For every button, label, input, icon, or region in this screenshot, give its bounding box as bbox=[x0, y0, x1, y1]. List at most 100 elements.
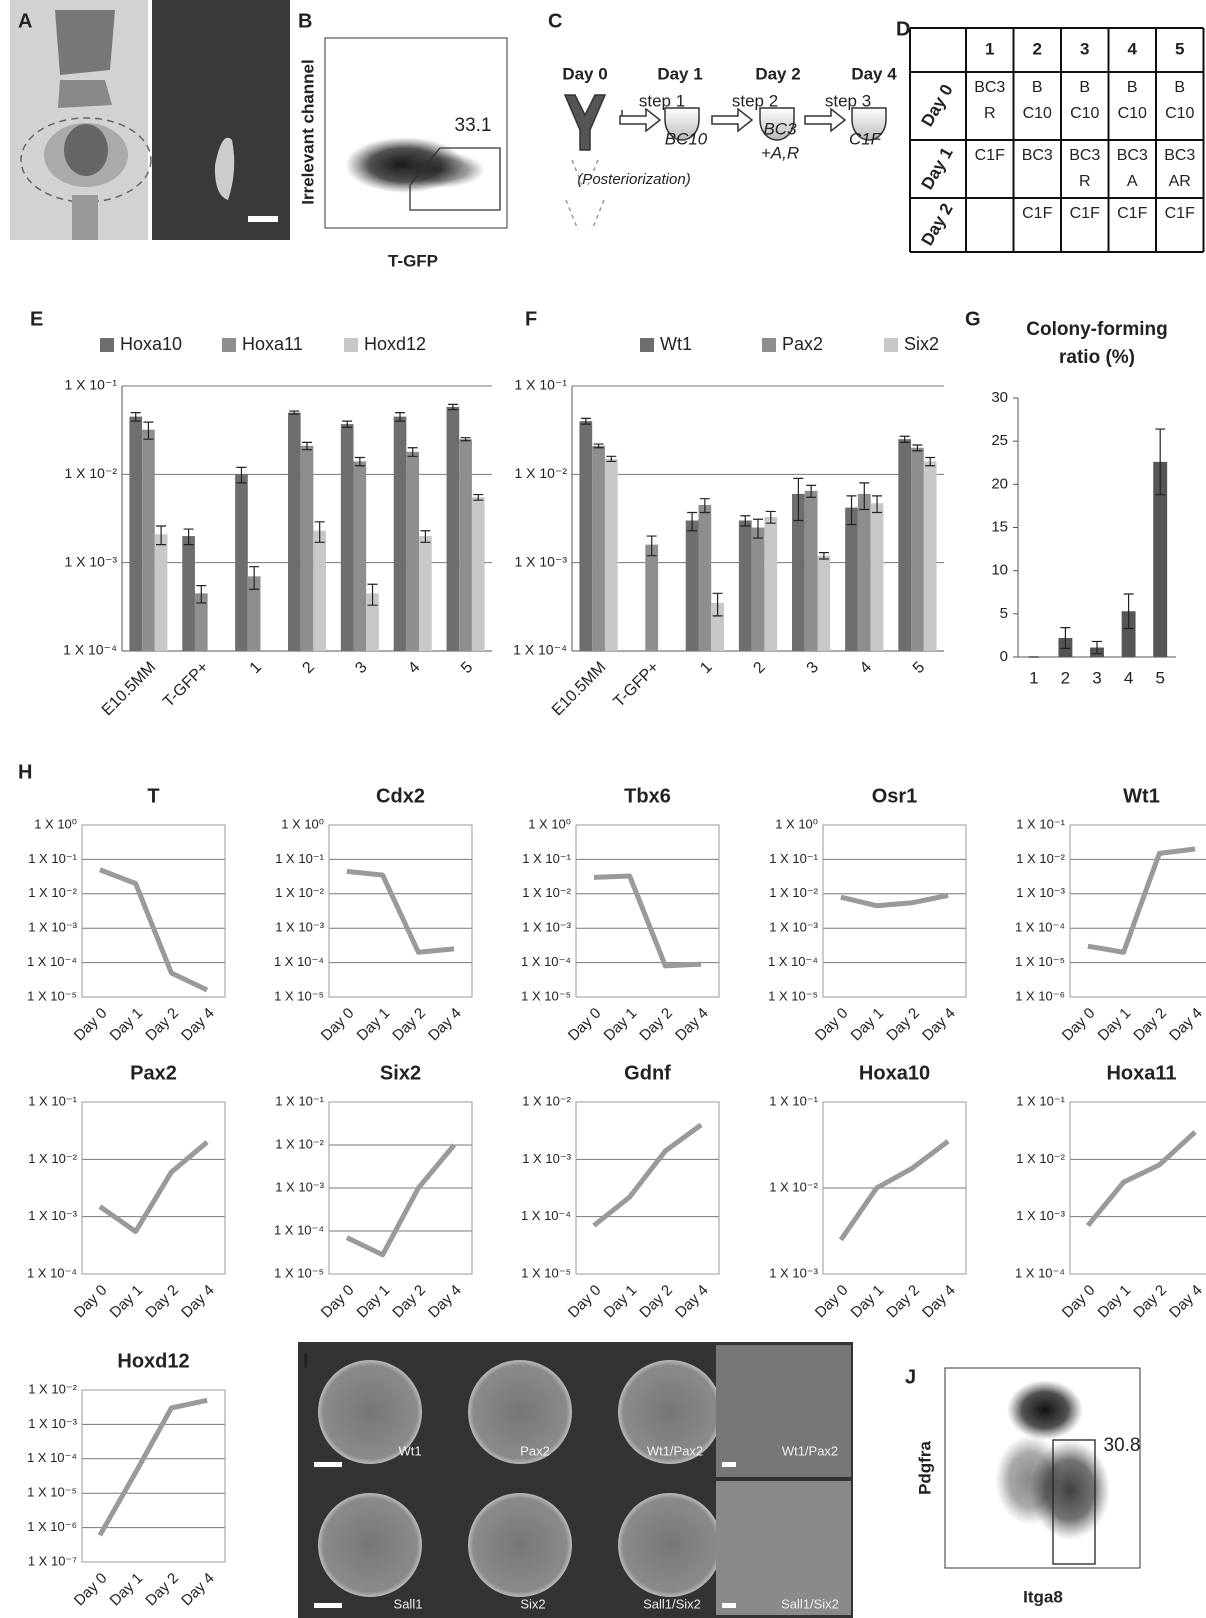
y-tick-label: 1 X 10⁻¹ bbox=[28, 1093, 77, 1108]
table-cell: BC3 bbox=[1164, 147, 1195, 164]
row-header: Day 1 bbox=[918, 144, 957, 193]
y-tick-label: 1 X 10⁻⁴ bbox=[27, 1450, 77, 1465]
image-label: Sall1 bbox=[394, 1596, 423, 1611]
panel-label: A bbox=[18, 10, 32, 32]
y-tick-label: 1 X 10⁻⁵ bbox=[274, 1265, 324, 1280]
x-tick-label: 3 bbox=[352, 659, 370, 677]
y-tick-label: 1 X 10⁻² bbox=[1016, 851, 1065, 866]
column-header: 5 bbox=[1175, 39, 1184, 58]
x-tick-label: Day 1 bbox=[354, 1282, 394, 1322]
y-tick-label: 1 X 10⁻³ bbox=[275, 1179, 324, 1194]
bar bbox=[858, 494, 871, 651]
step-label: step 1 bbox=[639, 91, 685, 110]
table-cell: B bbox=[1032, 79, 1043, 96]
bar bbox=[394, 417, 407, 651]
line bbox=[100, 870, 207, 990]
y-tick-label: 1 X 10⁰ bbox=[775, 816, 818, 831]
table-cell: B bbox=[1079, 79, 1090, 96]
panel-label: C bbox=[548, 10, 562, 32]
y-tick-label: 1 X 10⁻² bbox=[64, 465, 117, 481]
y-tick-label: 1 X 10⁻⁶ bbox=[27, 1519, 77, 1534]
table-cell: B bbox=[1127, 79, 1138, 96]
bar bbox=[301, 446, 314, 651]
table-cell: BC3 bbox=[1022, 147, 1053, 164]
plot-frame bbox=[1070, 1102, 1206, 1274]
gate-value: 30.8 bbox=[1104, 1435, 1141, 1456]
y-tick-label: 1 X 10⁻³ bbox=[28, 1208, 77, 1223]
line bbox=[841, 1141, 948, 1240]
y-tick-label: 1 X 10⁰ bbox=[281, 816, 324, 831]
x-tick-label: Day 0 bbox=[565, 1005, 605, 1045]
chart-title: Hoxd12 bbox=[117, 1350, 189, 1372]
table-cell: C1F bbox=[1165, 205, 1195, 222]
y-tick-label: 1 X 10⁻² bbox=[275, 885, 324, 900]
legend-label: Wt1 bbox=[660, 334, 692, 354]
y-tick-label: 1 X 10⁻⁴ bbox=[768, 954, 818, 969]
x-tick-label: Day 2 bbox=[1130, 1282, 1170, 1322]
bar bbox=[739, 521, 752, 651]
panel-label: G bbox=[965, 308, 981, 330]
chart-title: Six2 bbox=[380, 1062, 421, 1084]
y-tick-label: 1 X 10⁻¹ bbox=[769, 851, 818, 866]
x-tick-label: 1 bbox=[1029, 668, 1038, 687]
bar bbox=[805, 491, 818, 651]
y-tick-label: 1 X 10⁻⁵ bbox=[27, 988, 77, 1003]
x-tick-label: 5 bbox=[458, 659, 476, 677]
y-tick-label: 1 X 10⁻¹ bbox=[769, 1093, 818, 1108]
x-tick-label: Day 2 bbox=[1130, 1005, 1170, 1045]
chart-title: Hoxa10 bbox=[859, 1062, 930, 1084]
row-header: Day 0 bbox=[918, 81, 957, 130]
y-tick-label: 1 X 10⁻² bbox=[28, 885, 77, 900]
x-tick-label: Day 2 bbox=[636, 1282, 676, 1322]
x-tick-label: Day 1 bbox=[601, 1005, 641, 1045]
day-label: Day 2 bbox=[755, 64, 800, 83]
chart-title: Osr1 bbox=[872, 785, 918, 807]
bar bbox=[313, 531, 326, 651]
bar bbox=[288, 413, 301, 651]
x-axis-label: Itga8 bbox=[1023, 1587, 1063, 1606]
y-tick-label: 1 X 10⁻⁴ bbox=[521, 954, 571, 969]
y-tick-label: 15 bbox=[991, 518, 1008, 535]
bar bbox=[871, 503, 884, 651]
bar bbox=[155, 534, 168, 651]
line bbox=[347, 1145, 454, 1255]
panel-label: D bbox=[896, 18, 910, 40]
x-tick-label: Day 1 bbox=[1095, 1005, 1135, 1045]
chart-title: Wt1 bbox=[1123, 785, 1160, 807]
x-tick-label: E10.5MM bbox=[549, 659, 609, 719]
step-label: step 3 bbox=[825, 91, 871, 110]
bar bbox=[698, 505, 711, 651]
y-tick-label: 20 bbox=[991, 475, 1008, 492]
panel-i-images bbox=[298, 1342, 853, 1618]
y-tick-label: 1 X 10⁻² bbox=[28, 1381, 77, 1396]
legend-label: Hoxa11 bbox=[242, 334, 303, 354]
bar bbox=[579, 421, 592, 651]
x-tick-label: Day 2 bbox=[883, 1005, 923, 1045]
x-tick-label: T-GFP+ bbox=[611, 659, 663, 711]
x-tick-label: Day 0 bbox=[318, 1282, 358, 1322]
legend-swatch bbox=[344, 338, 358, 352]
y-tick-label: 1 X 10⁻² bbox=[28, 1151, 77, 1166]
y-tick-label: 1 X 10⁻⁴ bbox=[27, 1265, 77, 1280]
plot-frame bbox=[576, 825, 719, 997]
x-tick-label: 5 bbox=[910, 659, 928, 677]
y-axis-label: Irrelevant channel bbox=[298, 59, 317, 205]
chart-title: Tbx6 bbox=[624, 785, 671, 807]
medium-label: C1F bbox=[849, 129, 883, 148]
y-tick-label: 10 bbox=[991, 562, 1008, 579]
y-tick-label: 1 X 10⁻¹ bbox=[1016, 816, 1065, 831]
x-tick-label: Day 0 bbox=[71, 1282, 111, 1322]
x-tick-label: Day 4 bbox=[1166, 1005, 1206, 1045]
panel-label: H bbox=[18, 761, 32, 783]
y-tick-label: 1 X 10⁻¹ bbox=[514, 377, 567, 393]
bar bbox=[341, 424, 354, 651]
x-tick-label: 2 bbox=[1061, 668, 1070, 687]
x-tick-label: Day 4 bbox=[425, 1005, 465, 1045]
table-cell: BC3 bbox=[1069, 147, 1100, 164]
x-tick-label: Day 2 bbox=[142, 1005, 182, 1045]
legend-label: Pax2 bbox=[782, 334, 823, 354]
bar bbox=[472, 497, 485, 651]
medium-label: BC10 bbox=[665, 129, 708, 148]
y-tick-label: 1 X 10⁻² bbox=[522, 1093, 571, 1108]
y-tick-label: 1 X 10⁻¹ bbox=[522, 851, 571, 866]
